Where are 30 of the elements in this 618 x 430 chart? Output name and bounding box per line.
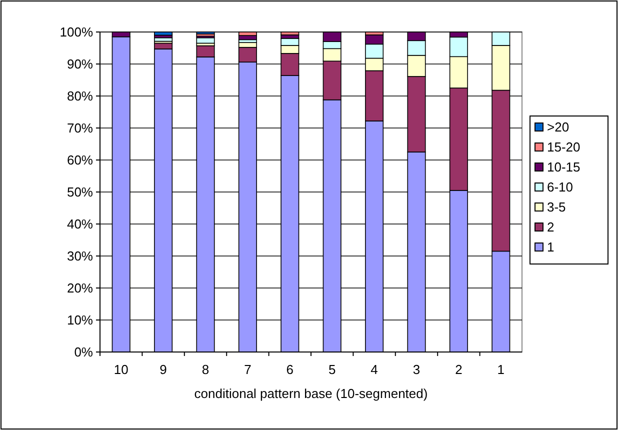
y-tick-label: 80%	[66, 88, 94, 104]
y-tick-label: 40%	[66, 216, 94, 232]
x-tick-label: 4	[370, 362, 378, 377]
legend-label: >20	[547, 120, 570, 135]
legend-label: 15-20	[547, 140, 580, 155]
x-tick-label: 7	[244, 362, 252, 377]
y-tick-label: 70%	[66, 120, 94, 136]
bar	[196, 37, 215, 44]
y-tick-label: 30%	[66, 248, 94, 264]
y-tick-label: 0%	[74, 344, 94, 360]
y-tick-label: 100%	[60, 24, 94, 40]
y-tick-label: 90%	[66, 56, 94, 72]
y-tick-label: 10%	[66, 312, 94, 328]
y-tick-label: 50%	[66, 184, 94, 200]
x-tick-label: 8	[202, 362, 210, 377]
x-tick-label: 9	[160, 362, 167, 377]
legend-label: 10-15	[547, 160, 580, 175]
legend-label: 3-5	[547, 200, 566, 215]
x-tick-label: 10	[114, 362, 128, 377]
x-tick-label: 1	[497, 362, 505, 377]
y-tick-label: 60%	[66, 152, 94, 168]
legend-label: 6-10	[547, 180, 574, 195]
x-tick-label: 2	[455, 362, 462, 377]
x-tick-label: 3	[412, 362, 420, 377]
x-axis-title: conditional pattern base (10-segmented)	[194, 386, 428, 401]
y-tick-label: 20%	[66, 280, 94, 296]
x-tick-label: 5	[328, 362, 336, 377]
x-tick-label: 6	[286, 362, 294, 377]
legend-label: 1	[547, 240, 554, 255]
legend-label: 2	[547, 220, 554, 235]
